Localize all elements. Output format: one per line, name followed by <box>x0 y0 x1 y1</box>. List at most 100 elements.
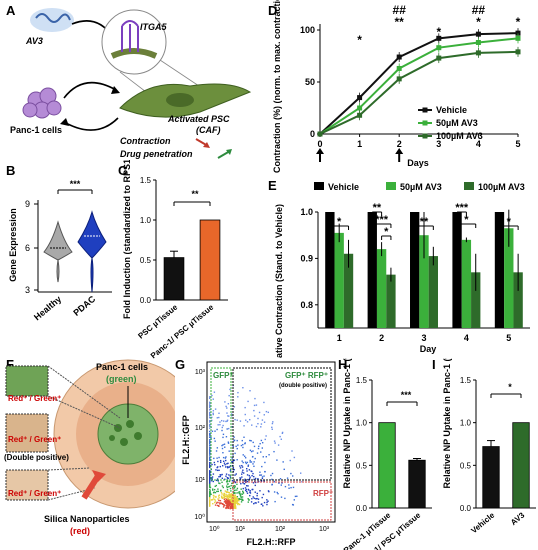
h-bar <box>408 459 426 509</box>
d-ytick-label: 100 <box>300 25 315 35</box>
e-significance-mark: * <box>337 216 342 228</box>
e-xtick-label: 4 <box>464 333 469 343</box>
e-xtick-label: 5 <box>506 333 511 343</box>
g-ytick-1: 10¹ <box>195 477 206 484</box>
panel-letter-c: C <box>118 163 128 178</box>
f-label-outer: Red⁺ / Green⁺ <box>8 489 61 498</box>
i-ytick-label: 0.0 <box>460 504 472 513</box>
e-bar <box>343 253 354 328</box>
panc1-label: Panc-1 cells <box>10 125 62 135</box>
d-data-point <box>436 45 442 51</box>
g-xtick-0: 10⁰ <box>209 525 220 533</box>
e-significance-mark: * <box>507 216 512 228</box>
g-xtick-2: 10² <box>275 526 286 533</box>
c-xtick-label: Panc-1/ PSC µTissue <box>149 302 216 360</box>
panel-letter-b: B <box>6 163 16 178</box>
e-legend-label: 100µM AV3 <box>478 182 525 192</box>
panel-b-violin: Gene Expression 9 6 3 *** Healthy PDAC <box>8 179 112 323</box>
h-ytick-label: 1.0 <box>356 419 368 428</box>
i-xtick-label: AV3 <box>509 510 527 527</box>
panel-d-ylabel: Contraction (%) (norm. to max. contracti… <box>272 0 282 173</box>
panc1-cluster-icon <box>22 87 62 119</box>
d-data-point <box>475 31 481 37</box>
panel-d-line-chart: Contraction (%) (norm. to max. contracti… <box>272 0 521 173</box>
e-significance-mark: *** <box>455 202 469 214</box>
d-data-point <box>357 95 363 101</box>
d-data-point <box>396 76 402 82</box>
d-xtick-label: 4 <box>476 139 481 149</box>
d-data-point <box>317 131 323 137</box>
d-significance-mark: * <box>357 33 362 47</box>
g-ytick-3: 10³ <box>195 369 206 376</box>
d-significance-mark: * <box>436 25 441 39</box>
e-bar <box>367 212 377 328</box>
e-bar <box>504 228 514 328</box>
panel-g-flow-cytometry: FL2.H::GFP GFP⁺ GFP⁺ RFP⁺ (double positi… <box>181 361 336 547</box>
d-significance-mark: * <box>516 15 521 29</box>
panel-letter-g: G <box>175 357 186 372</box>
c-ytick-label: 1.0 <box>140 216 152 225</box>
d-data-point <box>436 35 442 41</box>
zoom-box-outer-icon <box>5 469 49 501</box>
d-legend-label: 100µM AV3 <box>436 131 483 141</box>
f-label-double-positive: (Double positive) <box>4 453 69 462</box>
b-xtick-pdac: PDAC <box>71 294 97 318</box>
av3-molecule-icon <box>30 8 74 32</box>
e-bar <box>471 272 481 328</box>
itga5-label: ITGA5 <box>140 22 167 32</box>
i-bar <box>482 446 500 509</box>
d-data-point <box>515 30 521 36</box>
panel-e-bar-chart: Relative Contraction (Stand. to Vehicle)… <box>274 182 530 358</box>
d-legend-marker <box>422 107 428 113</box>
e-significance-mark: ** <box>373 202 382 214</box>
e-bar <box>461 239 472 328</box>
i-bar <box>512 422 530 509</box>
b-ytick-9: 9 <box>25 199 30 209</box>
d-ytick-label: 50 <box>305 77 315 87</box>
e-significance-mark: * <box>464 214 469 226</box>
e-legend-swatch <box>314 182 324 190</box>
panel-a-schematic: AV3 ITGA5 Activated PSC (CAF) Panc-1 cel… <box>10 8 252 159</box>
h-bar <box>378 422 396 509</box>
d-series-line <box>319 32 519 135</box>
healthy-violin <box>43 220 73 283</box>
d-data-point <box>475 39 481 45</box>
e-ytick-label: 1.0 <box>300 207 313 217</box>
panel-c-bar-chart: Fold Induction (standardized to RPS18) *… <box>122 160 228 360</box>
d-ytick-label: 0 <box>310 129 315 139</box>
g-xtick-3: 10³ <box>319 526 330 533</box>
panel-g-ylabel: FL2.H::GFP <box>181 415 191 465</box>
f-panc1-label: Panc-1 cells <box>96 362 148 372</box>
h-ytick-label: 0.5 <box>356 461 368 470</box>
d-data-point <box>515 49 521 55</box>
panel-letter-h: H <box>338 357 348 372</box>
d-data-point <box>475 50 481 56</box>
h-significance: *** <box>401 390 412 400</box>
g-ytick-0: 10⁰ <box>194 513 205 521</box>
e-legend-label: Vehicle <box>328 182 359 192</box>
g-double-gate-label: GFP⁺ RFP⁺ <box>285 371 328 380</box>
d-significance-mark: ## <box>393 3 407 17</box>
caf-label: (CAF) <box>196 125 221 135</box>
b-xtick-healthy: Healthy <box>32 294 63 323</box>
e-bar <box>410 212 420 328</box>
panel-letter-i: I <box>432 357 436 372</box>
i-significance: * <box>508 382 512 392</box>
d-significance-mark: ## <box>472 3 486 17</box>
e-bar <box>428 256 438 328</box>
panel-b-ylabel: Gene Expression <box>8 208 18 282</box>
e-xtick-label: 3 <box>421 333 426 343</box>
d-data-point <box>396 65 402 71</box>
f-silica-label: Silica Nanoparticles <box>44 514 130 524</box>
d-xtick-label: 3 <box>436 139 441 149</box>
b-ytick-6: 6 <box>25 243 30 253</box>
g-ytick-2: 10² <box>195 425 206 432</box>
e-bar <box>513 272 523 328</box>
e-significance-mark: * <box>384 226 389 238</box>
e-ytick-label: 0.8 <box>300 300 313 310</box>
av3-label: AV3 <box>25 36 43 46</box>
e-bar <box>376 249 387 328</box>
d-xtick-label: 0 <box>317 139 322 149</box>
d-data-point <box>396 54 402 60</box>
c-ytick-label: 1.5 <box>140 176 152 185</box>
